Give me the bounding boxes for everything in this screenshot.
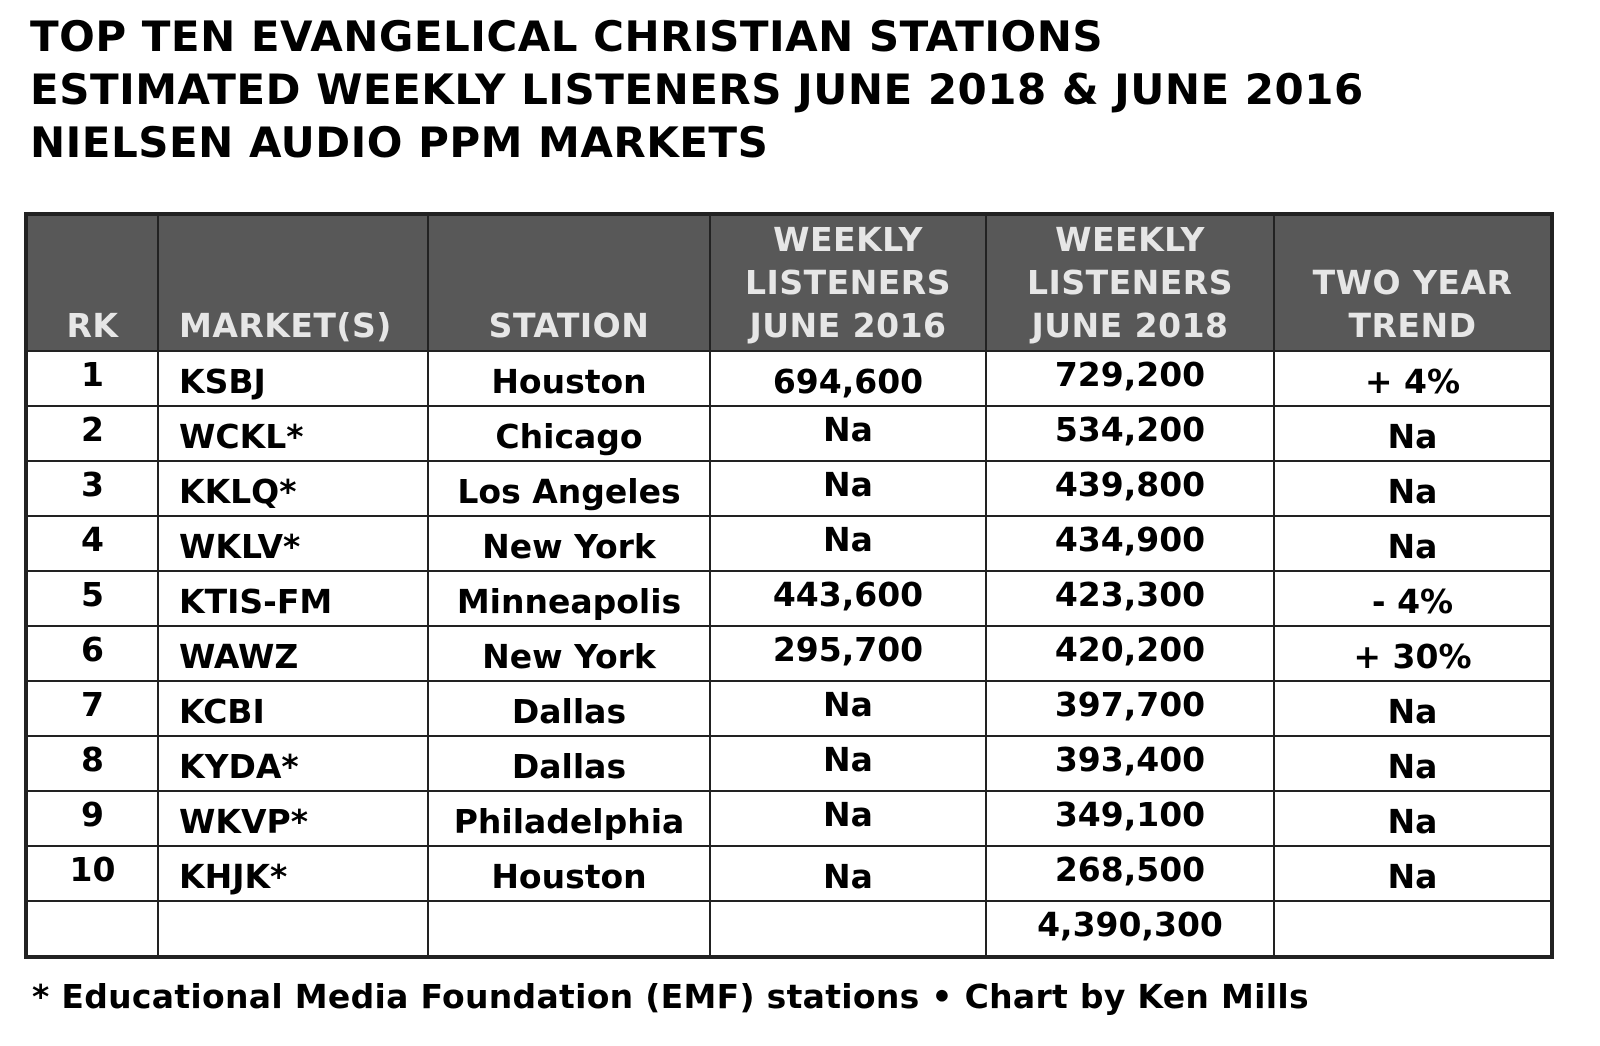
- stations-table-wrap: RK MARKET(S) STATION WEEKLY LISTENERS JU…: [24, 212, 1554, 972]
- cell-trend: Na: [1273, 735, 1553, 792]
- header-trend: TWO YEAR TREND: [1273, 213, 1553, 352]
- cell-weekly-2018: 268,500: [985, 845, 1275, 902]
- header-row: RK MARKET(S) STATION WEEKLY LISTENERS JU…: [25, 213, 1553, 352]
- table-row: 8 KYDA* Dallas Na 393,400 Na: [25, 735, 1553, 792]
- cell-station: Houston: [427, 350, 711, 407]
- header-market: MARKET(S): [157, 213, 429, 352]
- cell-market: KYDA*: [157, 735, 429, 792]
- header-weekly-2016: WEEKLY LISTENERS JUNE 2016: [709, 213, 987, 352]
- cell-trend: Na: [1273, 845, 1553, 902]
- cell-weekly-2018: 420,200: [985, 625, 1275, 682]
- cell-weekly-2018: 349,100: [985, 790, 1275, 847]
- header-weekly-2018-line-2: LISTENERS: [1027, 263, 1233, 302]
- cell-market: KHJK*: [157, 845, 429, 902]
- cell-rank: 9: [25, 790, 159, 847]
- cell-weekly-2016: Na: [709, 845, 987, 902]
- table-row: 3 KKLQ* Los Angeles Na 439,800 Na: [25, 460, 1553, 517]
- cell-weekly-2016: Na: [709, 405, 987, 462]
- cell-weekly-2016: 443,600: [709, 570, 987, 627]
- cell-market: WCKL*: [157, 405, 429, 462]
- table-row: 6 WAWZ New York 295,700 420,200 + 30%: [25, 625, 1553, 682]
- header-weekly-2018: WEEKLY LISTENERS JUNE 2018: [985, 213, 1275, 352]
- cell-station: Dallas: [427, 680, 711, 737]
- cell-rank: 7: [25, 680, 159, 737]
- title-block: TOP TEN EVANGELICAL CHRISTIAN STATIONS E…: [30, 10, 1570, 169]
- table-row: 4 WKLV* New York Na 434,900 Na: [25, 515, 1553, 572]
- cell-station: New York: [427, 625, 711, 682]
- cell-weekly-2018: 439,800: [985, 460, 1275, 517]
- cell-station: Los Angeles: [427, 460, 711, 517]
- cell-trend: - 4%: [1273, 570, 1553, 627]
- header-weekly-2018-line-1: WEEKLY: [1055, 220, 1205, 259]
- cell-weekly-2016: Na: [709, 735, 987, 792]
- cell-station: Minneapolis: [427, 570, 711, 627]
- cell-weekly-2016: Na: [709, 515, 987, 572]
- title-line-1: TOP TEN EVANGELICAL CHRISTIAN STATIONS: [30, 12, 1104, 61]
- header-weekly-2016-line-3: JUNE 2016: [749, 306, 947, 345]
- total-empty-cell: [157, 900, 429, 958]
- total-empty-cell: [709, 900, 987, 958]
- cell-station: New York: [427, 515, 711, 572]
- header-trend-line-1: TWO YEAR: [1312, 263, 1513, 302]
- cell-trend: Na: [1273, 405, 1553, 462]
- header-weekly-2016-line-2: LISTENERS: [745, 263, 951, 302]
- header-weekly-2016-line-1: WEEKLY: [773, 220, 923, 259]
- cell-weekly-2016: 694,600: [709, 350, 987, 407]
- cell-station: Dallas: [427, 735, 711, 792]
- cell-rank: 1: [25, 350, 159, 407]
- cell-weekly-2018: 534,200: [985, 405, 1275, 462]
- cell-weekly-2018: 434,900: [985, 515, 1275, 572]
- cell-trend: + 4%: [1273, 350, 1553, 407]
- cell-trend: Na: [1273, 790, 1553, 847]
- cell-trend: Na: [1273, 460, 1553, 517]
- cell-trend: Na: [1273, 515, 1553, 572]
- cell-weekly-2018: 393,400: [985, 735, 1275, 792]
- total-empty-cell: [427, 900, 711, 958]
- cell-trend: + 30%: [1273, 625, 1553, 682]
- header-weekly-2018-line-3: JUNE 2018: [1031, 306, 1229, 345]
- cell-station: Chicago: [427, 405, 711, 462]
- cell-market: WAWZ: [157, 625, 429, 682]
- cell-station: Houston: [427, 845, 711, 902]
- cell-rank: 5: [25, 570, 159, 627]
- total-weekly-2018: 4,390,300: [985, 900, 1275, 958]
- total-empty-cell: [25, 900, 159, 958]
- title-line-2: ESTIMATED WEEKLY LISTENERS JUNE 2018 & J…: [30, 65, 1364, 114]
- cell-station: Philadelphia: [427, 790, 711, 847]
- cell-rank: 8: [25, 735, 159, 792]
- stations-table: RK MARKET(S) STATION WEEKLY LISTENERS JU…: [24, 212, 1554, 959]
- total-empty-cell: [1273, 900, 1553, 958]
- table-row: 1 KSBJ Houston 694,600 729,200 + 4%: [25, 350, 1553, 407]
- cell-weekly-2018: 729,200: [985, 350, 1275, 407]
- footnote: * Educational Media Foundation (EMF) sta…: [32, 977, 1309, 1016]
- cell-market: KSBJ: [157, 350, 429, 407]
- cell-market: KKLQ*: [157, 460, 429, 517]
- cell-weekly-2018: 397,700: [985, 680, 1275, 737]
- header-station: STATION: [427, 213, 711, 352]
- total-row: 4,390,300: [25, 900, 1553, 958]
- cell-market: WKVP*: [157, 790, 429, 847]
- cell-rank: 10: [25, 845, 159, 902]
- cell-market: KCBI: [157, 680, 429, 737]
- table-row: 2 WCKL* Chicago Na 534,200 Na: [25, 405, 1553, 462]
- cell-weekly-2018: 423,300: [985, 570, 1275, 627]
- cell-trend: Na: [1273, 680, 1553, 737]
- table-row: 10 KHJK* Houston Na 268,500 Na: [25, 845, 1553, 902]
- table-row: 5 KTIS-FM Minneapolis 443,600 423,300 - …: [25, 570, 1553, 627]
- table-row: 9 WKVP* Philadelphia Na 349,100 Na: [25, 790, 1553, 847]
- cell-rank: 4: [25, 515, 159, 572]
- table-row: 7 KCBI Dallas Na 397,700 Na: [25, 680, 1553, 737]
- cell-rank: 6: [25, 625, 159, 682]
- header-rk: RK: [25, 213, 159, 352]
- title-line-3: NIELSEN AUDIO PPM MARKETS: [30, 118, 769, 167]
- cell-market: WKLV*: [157, 515, 429, 572]
- cell-weekly-2016: Na: [709, 790, 987, 847]
- cell-rank: 2: [25, 405, 159, 462]
- cell-rank: 3: [25, 460, 159, 517]
- cell-market: KTIS-FM: [157, 570, 429, 627]
- cell-weekly-2016: Na: [709, 680, 987, 737]
- cell-weekly-2016: 295,700: [709, 625, 987, 682]
- header-trend-line-2: TREND: [1348, 306, 1477, 345]
- cell-weekly-2016: Na: [709, 460, 987, 517]
